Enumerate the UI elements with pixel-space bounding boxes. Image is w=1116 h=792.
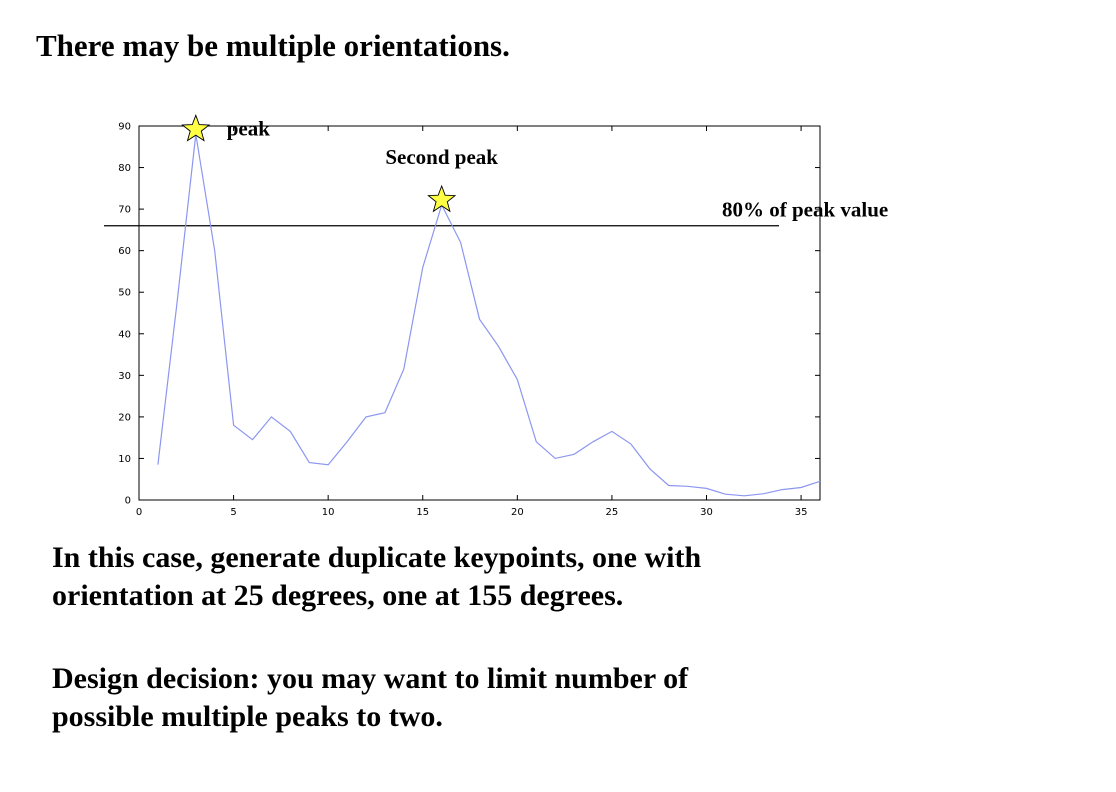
design-decision-line-1: Design decision: you may want to limit n…: [52, 662, 689, 695]
y-tick-label: 60: [118, 246, 131, 257]
explanation-paragraph: In this case, generate duplicate keypoin…: [52, 539, 1052, 615]
design-decision-paragraph: Design decision: you may want to limit n…: [52, 660, 1052, 736]
explanation-line-2: orientation at 25 degrees, one at 155 de…: [52, 579, 624, 612]
x-tick-label: 15: [416, 507, 429, 518]
plot-frame: [138, 125, 821, 501]
histogram-series: [157, 134, 821, 497]
x-tick-label: 20: [511, 507, 524, 518]
design-decision-line-2: possible multiple peaks to two.: [52, 700, 443, 733]
second-peak-star-icon: [427, 184, 457, 213]
peak-label: peak: [227, 116, 271, 140]
y-tick-label: 30: [118, 371, 131, 382]
threshold-label: 80% of peak value: [722, 198, 888, 222]
histogram-line: [157, 134, 821, 497]
x-tick-label: 30: [700, 507, 713, 518]
peak-star-icon: [181, 114, 211, 142]
chart-axes: 0 5 10 15 20 25 30 35 0 10 20 30 40 50 60 70 80 90: [118, 122, 821, 518]
x-tick-label: 35: [795, 507, 808, 518]
orientation-histogram-chart: 0 5 10 15 20 25 30 35 0 10 20 30 40 50 60 70 80 90 80% of…: [104, 114, 888, 518]
annotations: peak Second peak: [181, 114, 498, 213]
threshold-group: 80% of peak value: [104, 198, 888, 227]
x-tick-label: 25: [606, 507, 619, 518]
y-tick-label: 20: [118, 412, 131, 423]
slide-title: There may be multiple orientations.: [36, 28, 510, 63]
x-tick-label: 10: [322, 507, 335, 518]
y-tick-label: 90: [118, 122, 131, 133]
x-tick-label: 0: [136, 507, 142, 518]
y-tick-label: 70: [118, 205, 131, 216]
explanation-line-1: In this case, generate duplicate keypoin…: [52, 541, 702, 574]
x-tick-label: 5: [230, 507, 236, 518]
y-tick-label: 40: [118, 329, 131, 340]
y-tick-label: 10: [118, 454, 131, 465]
second-peak-label: Second peak: [385, 145, 498, 169]
y-tick-label: 80: [118, 163, 131, 174]
y-tick-label: 0: [125, 496, 131, 507]
y-tick-label: 50: [118, 288, 131, 299]
